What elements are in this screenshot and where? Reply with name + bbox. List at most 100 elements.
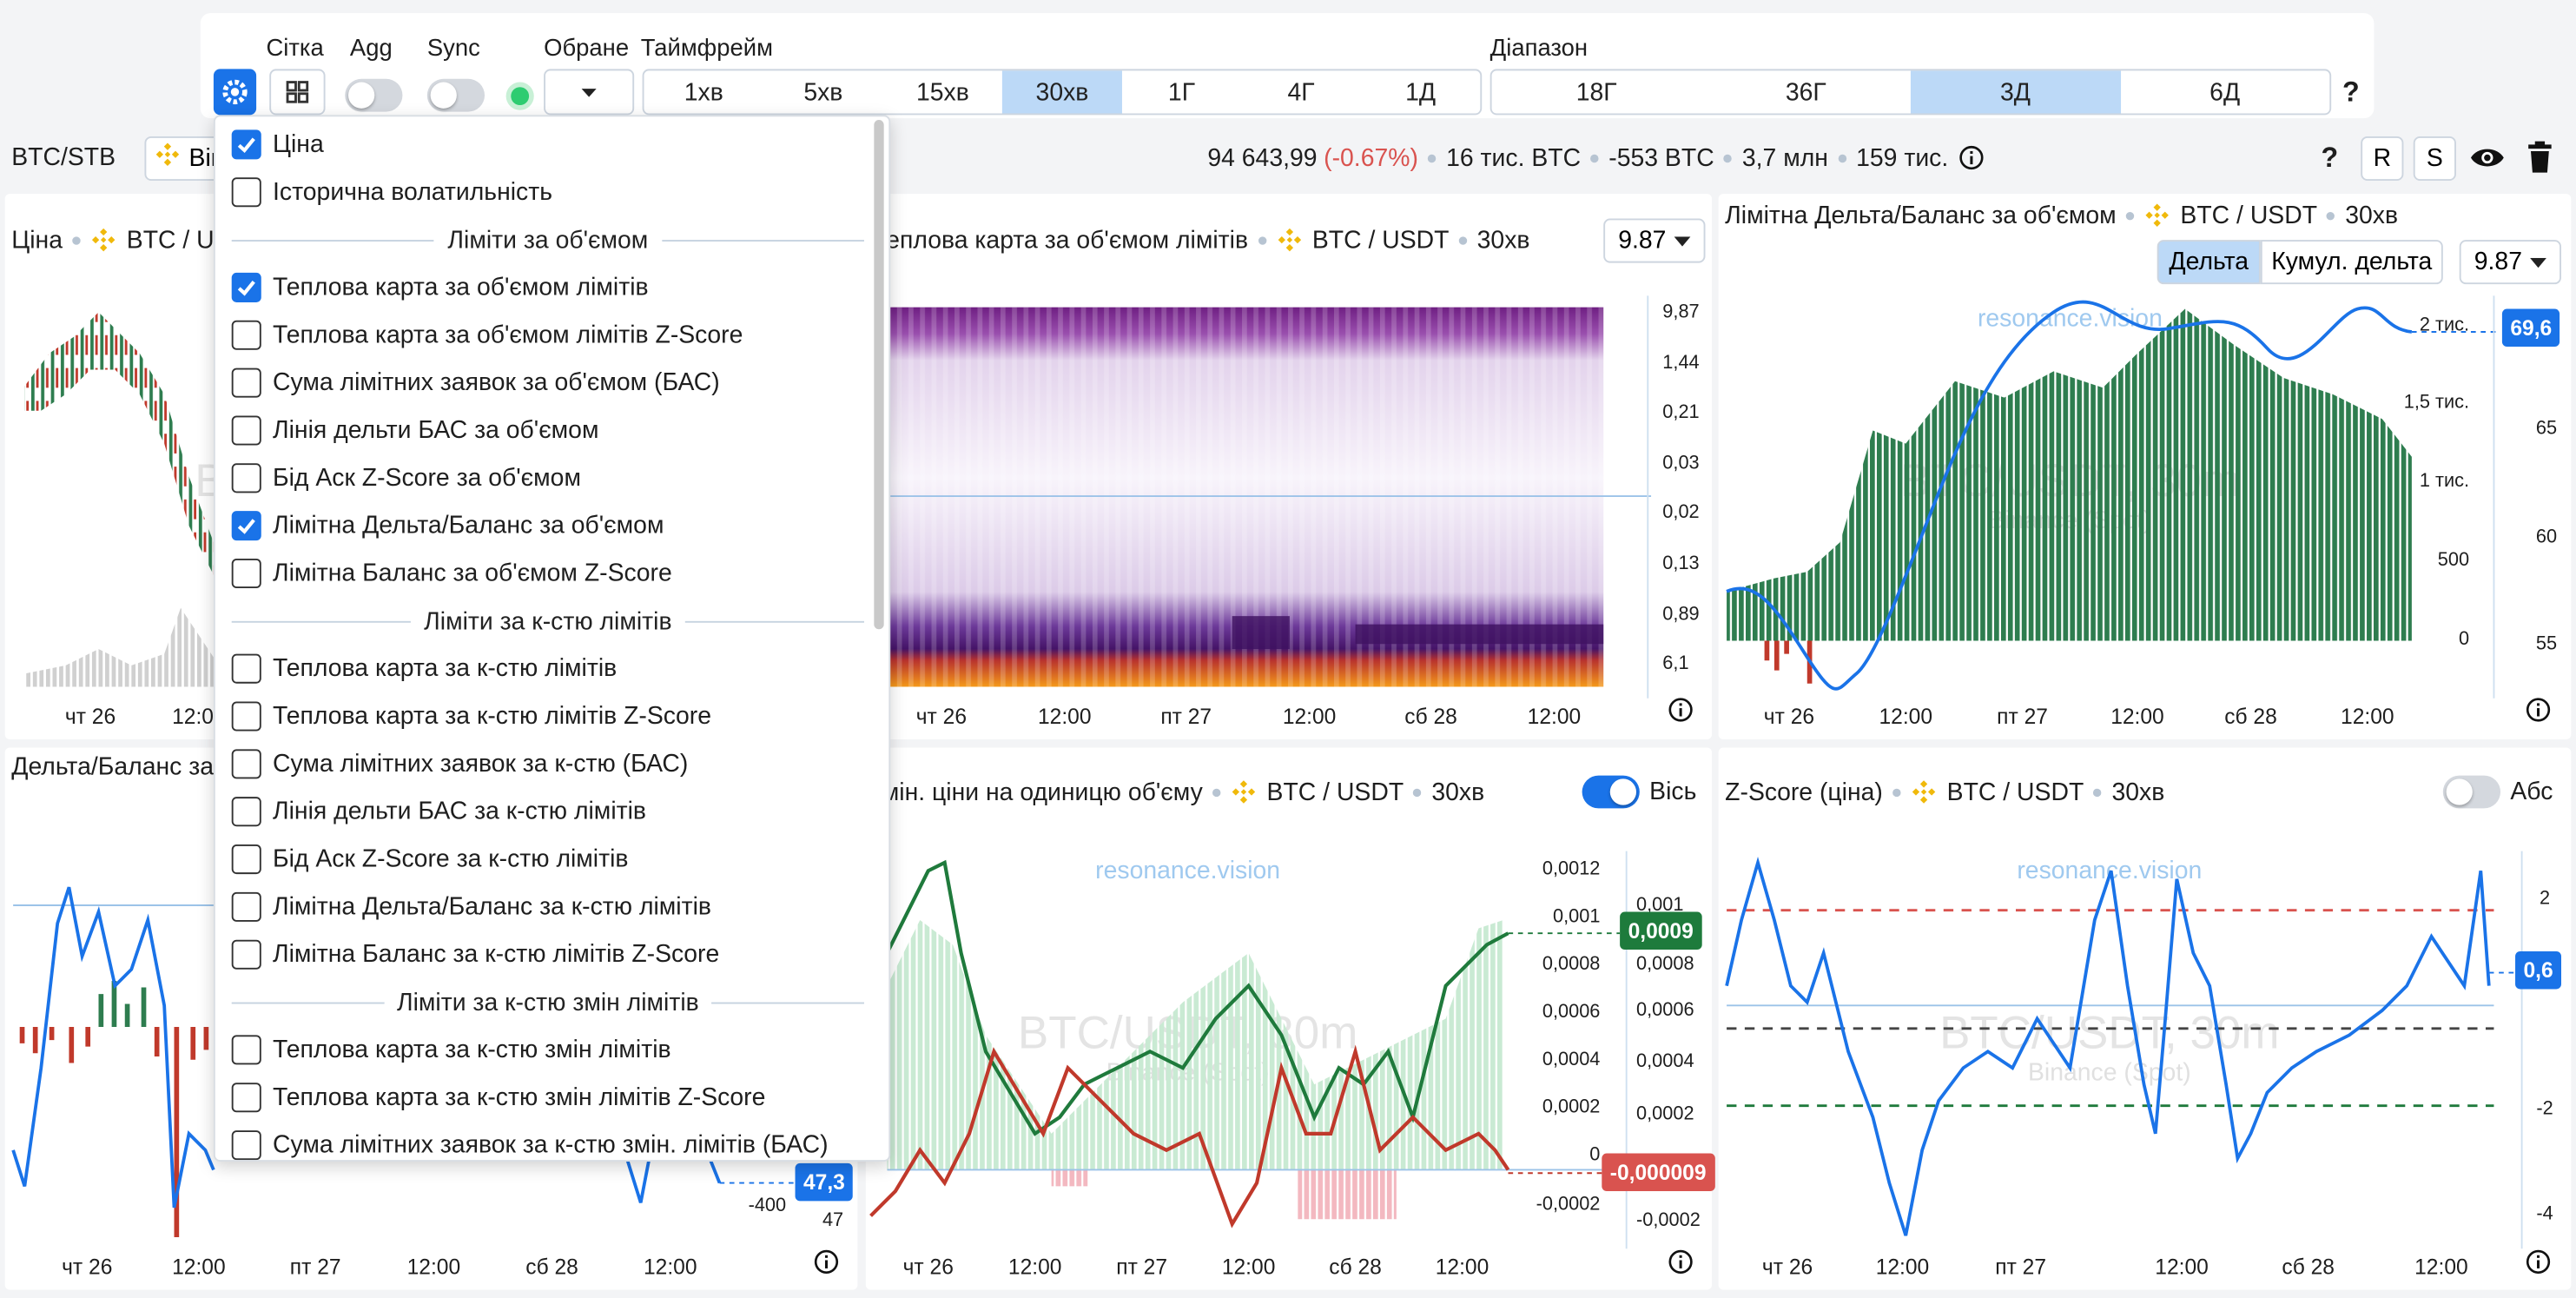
segment-option[interactable]: 1хв <box>684 77 723 106</box>
segment-option[interactable]: 30хв <box>1002 70 1122 114</box>
caret <box>581 89 597 97</box>
separator <box>1428 153 1437 162</box>
x-tick-label: 12:00 <box>643 1254 697 1280</box>
segment-option[interactable]: 18Г <box>1575 77 1617 106</box>
settings-button[interactable] <box>213 69 257 116</box>
checkbox[interactable] <box>231 1130 261 1161</box>
sync-toggle[interactable] <box>426 78 485 112</box>
menu-item: Ціна <box>273 130 324 159</box>
caret <box>1674 235 1691 246</box>
section-title: Ліміти за к-стю лімітів <box>424 606 672 635</box>
volume-bars <box>887 920 1503 1170</box>
info-help[interactable]: ? <box>2321 142 2339 174</box>
x-tick-label: пт 27 <box>289 1254 341 1280</box>
timeframe: 30хв <box>2345 201 2399 229</box>
mode-button[interactable]: Дельта <box>2157 240 2261 285</box>
info-icon[interactable] <box>2525 1248 2551 1275</box>
checkbox[interactable] <box>231 844 261 875</box>
section-title: Ліміти за к-стю змін лімітів <box>396 988 699 1017</box>
panel-button[interactable]: R <box>2361 136 2404 182</box>
x-tick-label: 12:00 <box>2414 1254 2468 1280</box>
delete-icon[interactable] <box>2525 140 2554 176</box>
grid-label: Сітка <box>266 36 324 63</box>
checkbox[interactable] <box>231 463 261 493</box>
separator <box>1724 153 1733 162</box>
favorites-dropdown[interactable] <box>544 69 635 116</box>
segment-option[interactable]: 1Г <box>1167 77 1196 106</box>
y2-tick-label: 65 <box>2535 419 2558 440</box>
checkbox[interactable] <box>231 368 261 398</box>
title: мін. ціни на одиницю об'єму <box>882 778 1203 806</box>
depth-select[interactable]: 9.87 <box>2459 240 2562 285</box>
segment-option[interactable]: 4Г <box>1287 77 1315 106</box>
help[interactable]: ? <box>2342 76 2360 108</box>
checkbox[interactable] <box>231 653 261 684</box>
exchange-icon <box>2144 202 2170 228</box>
x-tick-label: 12:00 <box>1875 1254 1930 1280</box>
checkbox[interactable] <box>231 320 261 350</box>
y-tick-label: 1 тис. <box>2419 472 2470 492</box>
timeframe: 30хв <box>2111 778 2165 806</box>
y2-tick-label: 0,0002 <box>1636 1104 1694 1124</box>
checkbox[interactable] <box>231 129 261 160</box>
depth-select[interactable]: 9.87 <box>1603 218 1706 263</box>
y-tick-label: 0,13 <box>1662 553 1700 574</box>
y-tick-label: 1,44 <box>1662 354 1700 374</box>
checkbox[interactable] <box>231 701 261 732</box>
menu-item: Сума лімітних заявок за к-стю (БАС) <box>273 750 689 778</box>
info-icon[interactable] <box>1668 697 1694 723</box>
panel-title: Лімітна Дельта/Баланс за об'ємом BTC / US… <box>1725 202 2398 228</box>
visibility-icon[interactable] <box>2467 142 2507 175</box>
menu-item: Лімітна Дельта/Баланс за об'ємом <box>273 512 664 540</box>
info-icon[interactable] <box>1668 1248 1694 1275</box>
timeframe-selector: 1хв 5хв 15хв 30хв 1Г 4Г 1Д <box>642 69 1483 116</box>
segment-option[interactable]: 6Д <box>2209 77 2241 106</box>
y2-tick-label: 0,0004 <box>1636 1051 1694 1072</box>
checkbox[interactable] <box>231 415 261 446</box>
delta-bars <box>98 980 147 1027</box>
stat: 16 тис. BTC <box>1446 143 1582 172</box>
panel-button[interactable]: S <box>2413 136 2456 182</box>
scrollbar[interactable] <box>874 120 884 630</box>
checkbox[interactable] <box>231 797 261 827</box>
toggle-label: Вісь <box>1649 778 1697 806</box>
y-tick-label: 2 тис. <box>2419 315 2470 336</box>
menu-item: Лімітна Баланс за об'ємом Z-Score <box>273 559 672 588</box>
segment-option[interactable]: 1Д <box>1405 77 1437 106</box>
agg-toggle[interactable] <box>345 78 403 112</box>
axis-toggle[interactable] <box>1582 775 1640 809</box>
checkbox[interactable] <box>231 1035 261 1065</box>
panel <box>1718 747 2572 1290</box>
x-tick-label: 12:00 <box>2341 704 2394 729</box>
checkbox[interactable] <box>231 1083 261 1113</box>
checkbox[interactable] <box>231 272 261 302</box>
checkbox[interactable] <box>231 558 261 589</box>
title: Дельта/Баланс за <box>11 753 215 782</box>
segment-option[interactable]: 5хв <box>803 77 843 106</box>
y-tick-label: -4 <box>2536 1204 2553 1225</box>
x-tick-label: 12:00 <box>1879 704 1933 729</box>
checkbox[interactable] <box>231 939 261 970</box>
segment-option[interactable]: 3Д <box>1910 70 2121 114</box>
segment-option[interactable]: 15хв <box>915 77 969 106</box>
info-icon[interactable] <box>2525 697 2551 723</box>
checkbox[interactable] <box>231 511 261 541</box>
zscore-line <box>1725 856 2491 1236</box>
divider <box>231 619 412 622</box>
y-tick-label: 0,0002 <box>1542 1097 1601 1118</box>
panel-title: мін. ціни на одиницю об'єму BTC / USDT 30х… <box>882 778 1484 805</box>
sync-label: Sync <box>426 36 480 63</box>
info-icon[interactable] <box>813 1248 839 1275</box>
grid-button[interactable] <box>269 69 326 116</box>
checkbox[interactable] <box>231 891 261 922</box>
menu-item: Теплова карта за об'ємом лімітів <box>273 273 649 302</box>
mode-button[interactable]: Кумул. дельта <box>2260 240 2443 285</box>
checkbox[interactable] <box>231 177 261 208</box>
panel-title: Теплова карта за об'ємом лімітів BTC / US… <box>872 227 1529 253</box>
checkbox[interactable] <box>231 749 261 779</box>
segment-option[interactable]: 36Г <box>1785 77 1826 106</box>
y-tick-label: 0,001 <box>1552 907 1601 928</box>
menu-item: Теплова карта за к-стю лімітів <box>273 654 618 683</box>
separator <box>2125 211 2135 220</box>
axis-toggle[interactable] <box>2442 775 2501 809</box>
